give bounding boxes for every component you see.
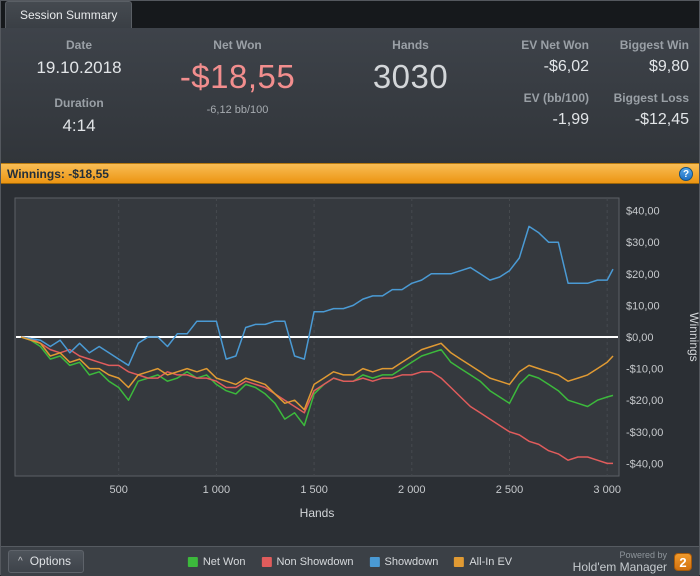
stats-column-biggest: Biggest Win $9,80 Biggest Loss -$12,45 [599,38,689,163]
y-tick-label: $0,00 [626,332,654,344]
x-tick-label: 2 000 [398,484,426,496]
brand-label: Hold'em Manager [572,559,667,574]
duration-label: Duration [54,96,104,110]
options-button[interactable]: ^ Options [8,550,85,573]
legend-all-in-ev-label: All-In EV [469,555,513,568]
stats-column-hands: Hands 3030 [330,38,491,163]
y-tick-label: -$10,00 [626,364,663,376]
ev-net-won-value: -$6,02 [543,58,589,75]
series-line-all-in-ev [20,336,614,411]
y-tick-label: -$20,00 [626,395,663,407]
stat-ev-bb100: EV (bb/100) -1,99 [524,91,589,129]
stat-hands: Hands 3030 [373,38,448,96]
legend-item-non-showdown[interactable]: Non Showdown [261,555,354,568]
series-line-showdown [20,225,614,367]
options-button-label: Options [29,554,72,568]
y-tick-label: -$40,00 [626,458,663,470]
date-value: 19.10.2018 [36,58,122,77]
stats-column-ev: EV Net Won -$6,02 EV (bb/100) -1,99 [491,38,589,163]
legend-net-won-label: Net Won [202,555,246,568]
legend-non-showdown-label: Non Showdown [276,555,354,568]
legend-item-showdown[interactable]: Showdown [369,555,439,568]
stat-biggest-win: Biggest Win $9,80 [620,38,689,76]
biggest-loss-label: Biggest Loss [613,91,689,105]
stat-net-won: Net Won -$18,55 -6,12 bb/100 [180,38,295,116]
powered-by-label: Powered by [619,549,667,560]
x-tick-label: 2 500 [496,484,524,496]
biggest-loss-value: -$12,45 [634,111,689,128]
series-line-net-won [20,336,614,427]
x-tick-label: 1 000 [203,484,231,496]
tab-session-summary-label: Session Summary [20,8,118,22]
net-won-swatch-icon [187,556,198,567]
chart-legend: Net Won Non Showdown Showdown All-In EV [187,555,512,568]
non-showdown-swatch-icon [261,556,272,567]
date-label: Date [65,38,92,52]
stat-biggest-loss: Biggest Loss -$12,45 [614,91,689,129]
ev-net-won-label: EV Net Won [521,38,589,52]
powered-by-text: Powered by Hold'em Manager [573,550,667,574]
ev-bb100-label: EV (bb/100) [523,91,589,105]
x-axis-title: Hands [300,506,335,520]
footer-bar: ^ Options Net Won Non Showdown Showdown … [1,546,699,576]
hands-value: 3030 [372,58,449,95]
x-tick-label: 3 000 [593,484,621,496]
winnings-chart: 500 1 000 1 500 2 000 2 500 3 000 $40,00 $30,00… [14,197,700,520]
tab-session-summary[interactable]: Session Summary [5,1,133,28]
stat-ev-net-won: EV Net Won -$6,02 [521,38,589,76]
powered-by-block: Powered by Hold'em Manager 2 [573,550,692,574]
chart-area: 500 1 000 1 500 2 000 2 500 3 000 $40,00 $30,00… [1,184,700,546]
chevron-up-icon: ^ [18,555,23,567]
all-in-ev-swatch-icon [454,556,465,567]
tab-bar: Session Summary [1,1,699,28]
biggest-win-label: Biggest Win [619,38,689,52]
hm2-logo-icon: 2 [674,552,692,571]
net-won-bb100: -6,12 bb/100 [206,104,269,116]
y-tick-label: $20,00 [626,269,660,281]
net-won-label: Net Won [213,38,262,52]
winnings-title-label: Winnings: -$18,55 [7,166,109,181]
y-tick-label: $10,00 [626,300,660,312]
biggest-win-value: $9,80 [648,58,689,75]
ev-bb100-value: -1,99 [552,111,589,128]
y-axis-title: Winnings [687,312,700,361]
y-tick-label: -$30,00 [626,427,663,439]
winnings-title-bar: Winnings: -$18,55 ? [1,163,699,184]
showdown-swatch-icon [369,556,380,567]
net-won-value: -$18,55 [179,58,296,95]
stats-column-date-duration: Date 19.10.2018 Duration 4:14 [13,38,145,163]
legend-item-net-won[interactable]: Net Won [187,555,246,568]
duration-value: 4:14 [62,116,96,135]
stat-date: Date 19.10.2018 [36,38,121,78]
stats-panel: Date 19.10.2018 Duration 4:14 Net Won -$… [1,28,699,163]
hands-label: Hands [392,38,429,52]
stat-duration: Duration 4:14 [54,96,103,136]
legend-showdown-label: Showdown [384,555,439,568]
x-tick-label: 1 500 [300,484,328,496]
y-tick-label: $40,00 [626,206,660,218]
legend-item-all-in-ev[interactable]: All-In EV [454,556,512,568]
y-tick-label: $30,00 [626,237,660,249]
help-icon[interactable]: ? [679,166,693,181]
series-line-non-showdown [20,336,613,465]
stats-column-net-won: Net Won -$18,55 -6,12 bb/100 [145,38,330,163]
x-tick-label: 500 [110,484,128,496]
